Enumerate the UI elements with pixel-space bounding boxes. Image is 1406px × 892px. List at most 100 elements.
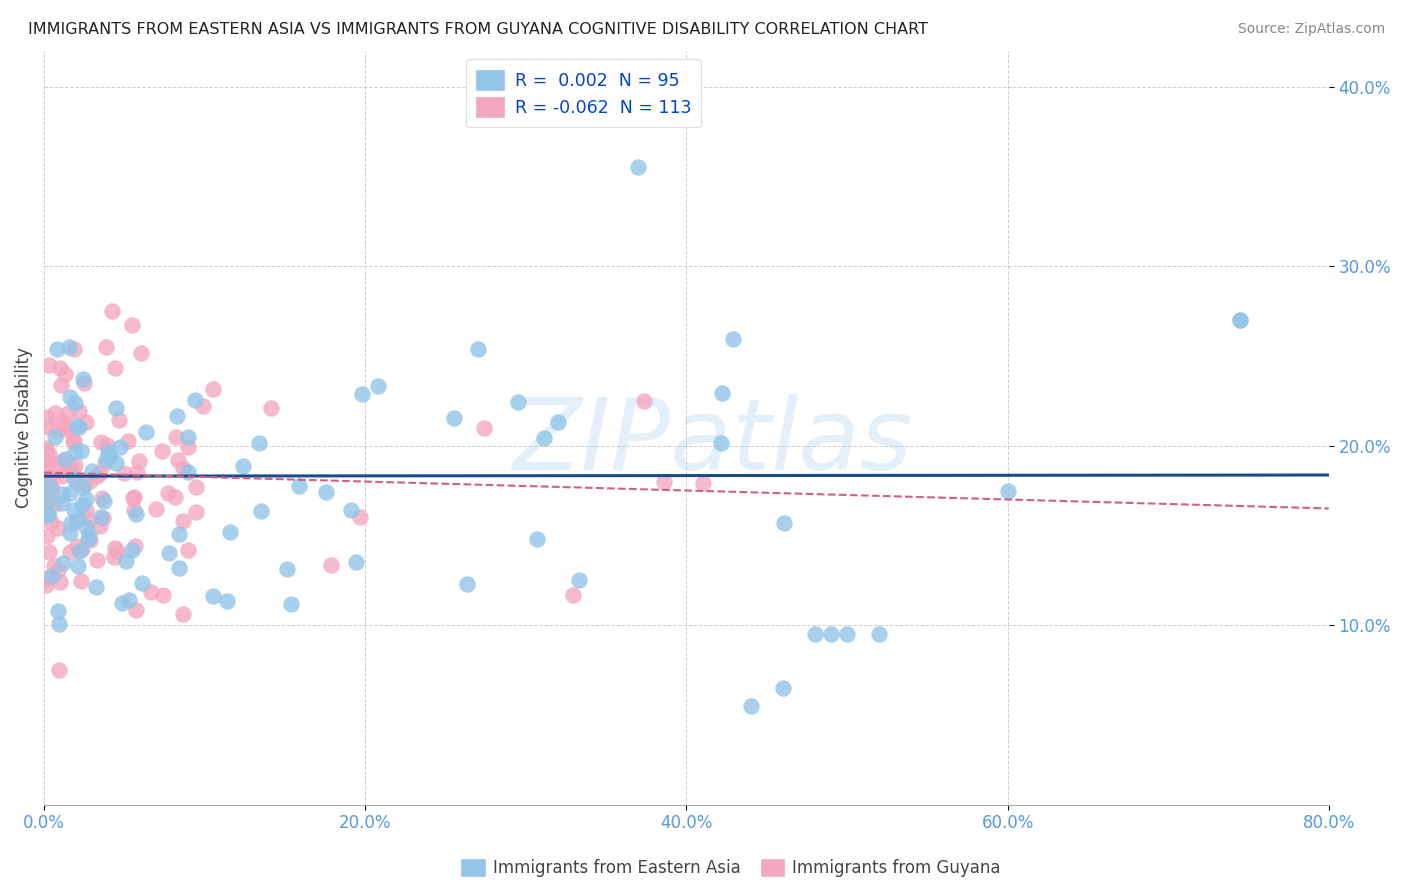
Text: Source: ZipAtlas.com: Source: ZipAtlas.com: [1237, 22, 1385, 37]
Point: [692, 476, 714, 491]
Point: [165, 430, 187, 444]
Point: [84, 580, 107, 594]
Point: [249, 504, 271, 518]
Point: [128, 454, 150, 468]
Point: [183, 392, 205, 407]
Point: [633, 394, 655, 409]
Point: [53, 452, 76, 467]
Point: [367, 379, 389, 393]
Point: [79, 533, 101, 547]
Point: [135, 425, 157, 439]
Point: [46, 342, 69, 356]
Point: [96, 453, 118, 467]
Point: [75, 520, 97, 534]
Point: [349, 509, 371, 524]
Point: [163, 490, 186, 504]
Point: [186, 480, 208, 494]
Point: [280, 597, 302, 611]
Point: [167, 527, 190, 541]
Point: [627, 161, 650, 175]
Point: [86, 553, 108, 567]
Point: [835, 627, 858, 641]
Point: [467, 343, 489, 357]
Point: [76, 532, 98, 546]
Point: [49, 378, 72, 392]
Text: ZIPatlas: ZIPatlas: [512, 394, 912, 491]
Point: [70, 542, 93, 557]
Point: [108, 413, 131, 427]
Point: [217, 594, 239, 608]
Point: [37, 507, 59, 521]
Point: [38, 479, 60, 493]
Point: [526, 533, 548, 547]
Point: [260, 401, 283, 415]
Point: [218, 524, 240, 539]
Point: [60, 516, 83, 530]
Point: [711, 385, 734, 400]
Point: [37, 420, 59, 434]
Point: [177, 543, 200, 558]
Point: [456, 577, 478, 591]
Point: [93, 493, 115, 508]
Point: [131, 575, 153, 590]
Point: [69, 544, 91, 558]
Point: [232, 459, 254, 474]
Point: [38, 447, 60, 461]
Point: [122, 490, 145, 504]
Point: [562, 588, 585, 602]
Point: [115, 554, 138, 568]
Point: [176, 430, 198, 444]
Point: [63, 503, 86, 517]
Point: [49, 574, 72, 589]
Point: [69, 444, 91, 458]
Point: [997, 483, 1019, 498]
Point: [121, 543, 143, 558]
Point: [35, 444, 58, 458]
Point: [63, 396, 86, 410]
Point: [35, 410, 58, 425]
Point: [772, 681, 794, 695]
Point: [80, 464, 103, 478]
Point: [55, 421, 77, 435]
Point: [172, 514, 194, 528]
Point: [157, 486, 180, 500]
Point: [90, 434, 112, 449]
Point: [35, 441, 58, 455]
Point: [52, 454, 75, 468]
Point: [652, 475, 675, 489]
Point: [315, 485, 337, 500]
Point: [112, 466, 135, 480]
Point: [53, 367, 76, 381]
Point: [1229, 313, 1251, 327]
Point: [38, 481, 60, 495]
Point: [59, 526, 82, 541]
Point: [48, 663, 70, 677]
Point: [63, 458, 86, 472]
Point: [49, 360, 72, 375]
Point: [104, 541, 127, 555]
Point: [58, 458, 80, 472]
Point: [51, 469, 73, 483]
Point: [39, 515, 62, 529]
Point: [93, 456, 115, 470]
Point: [73, 376, 96, 390]
Point: [59, 486, 82, 500]
Point: [740, 698, 762, 713]
Point: [94, 340, 117, 354]
Point: [90, 491, 112, 505]
Point: [37, 467, 59, 481]
Point: [75, 415, 97, 429]
Point: [1229, 313, 1251, 327]
Point: [319, 558, 342, 572]
Point: [45, 424, 67, 438]
Point: [41, 480, 63, 494]
Point: [129, 346, 152, 360]
Point: [508, 395, 530, 409]
Point: [67, 419, 90, 434]
Point: [122, 491, 145, 505]
Point: [62, 434, 84, 448]
Point: [44, 497, 66, 511]
Point: [77, 513, 100, 527]
Point: [105, 544, 128, 558]
Point: [58, 340, 80, 354]
